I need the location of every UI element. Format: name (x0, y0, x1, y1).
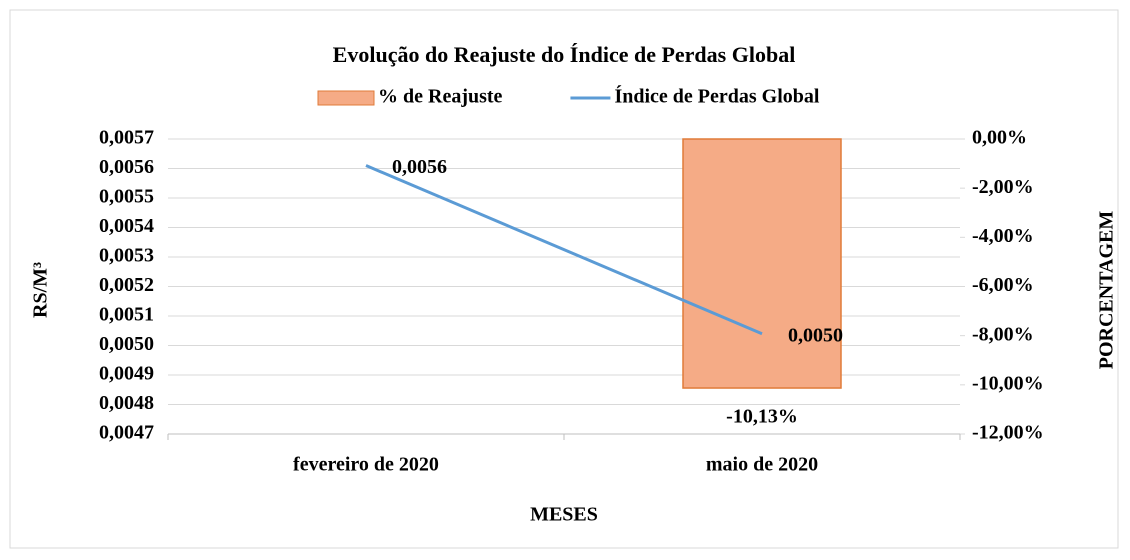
legend-label: Índice de Perdas Global (614, 85, 819, 108)
y2-axis-title: PORCENTAGEM (1096, 211, 1118, 370)
y2-tick-label: -4,00% (972, 225, 1034, 247)
y2-tick-label: -6,00% (972, 274, 1034, 296)
data-label: 0,0056 (392, 156, 447, 178)
data-label: 0,0050 (788, 324, 843, 346)
y-tick-label: 0,0056 (99, 156, 154, 178)
y-tick-label: 0,0057 (99, 127, 154, 149)
chart-border (9, 9, 1119, 549)
y-tick-label: 0,0051 (99, 304, 154, 326)
x-tick-label: fevereiro de 2020 (293, 454, 439, 476)
y-tick-label: 0,0047 (99, 422, 154, 444)
y-tick-label: 0,0052 (99, 274, 154, 296)
x-tick-label: maio de 2020 (706, 454, 818, 476)
y2-tick-label: -2,00% (972, 176, 1034, 198)
data-label: -10,13% (726, 406, 798, 428)
y-axis-title: RS/M³ (30, 262, 52, 318)
y-tick-label: 0,0050 (99, 333, 154, 355)
y2-tick-label: -12,00% (972, 422, 1044, 444)
y2-tick-label: -10,00% (972, 372, 1044, 394)
line (365, 164, 763, 336)
chart-title: Evolução do Reajuste do Índice de Perdas… (333, 42, 796, 67)
x-axis-title: MESES (530, 504, 598, 526)
y-tick-label: 0,0055 (99, 186, 154, 208)
y-tick-label: 0,0048 (99, 392, 154, 414)
y2-tick-label: -8,00% (972, 323, 1034, 345)
legend-label: % de Reajuste (378, 86, 503, 108)
legend-swatch (317, 90, 375, 106)
y-tick-label: 0,0049 (99, 363, 154, 385)
y2-tick-label: 0,00% (972, 127, 1027, 149)
bar (682, 138, 842, 389)
y-tick-label: 0,0053 (99, 245, 154, 267)
y-tick-label: 0,0054 (99, 215, 154, 237)
